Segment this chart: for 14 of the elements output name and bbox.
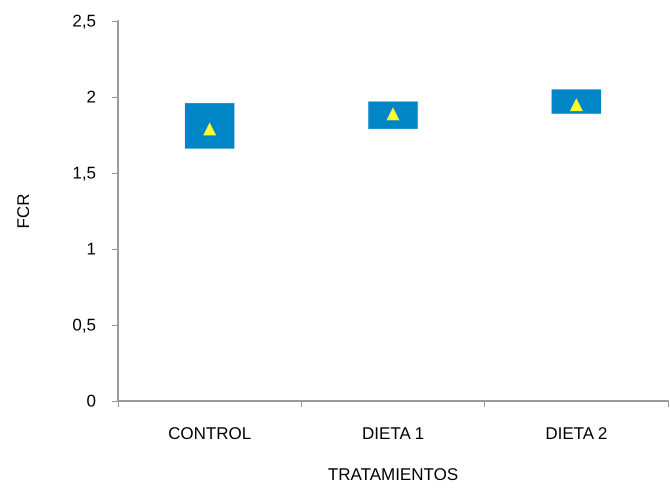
x-tick-label: CONTROL <box>168 424 252 443</box>
x-axis-title: TRATAMIENTOS <box>328 465 458 484</box>
bar <box>368 102 418 129</box>
x-tick-label: DIETA 1 <box>362 424 424 443</box>
y-tick-label: 1,5 <box>72 164 96 182</box>
bar <box>552 89 602 114</box>
y-tick-label: 2 <box>86 88 96 106</box>
y-axis-title: FCR <box>14 194 33 228</box>
y-tick-label: 2,5 <box>72 12 96 30</box>
y-tick-label: 1 <box>86 240 96 258</box>
x-tick-label: DIETA 2 <box>545 424 608 443</box>
y-tick-label: 0 <box>86 392 96 410</box>
y-tick-label: 0,5 <box>72 316 96 334</box>
bar <box>184 103 234 149</box>
